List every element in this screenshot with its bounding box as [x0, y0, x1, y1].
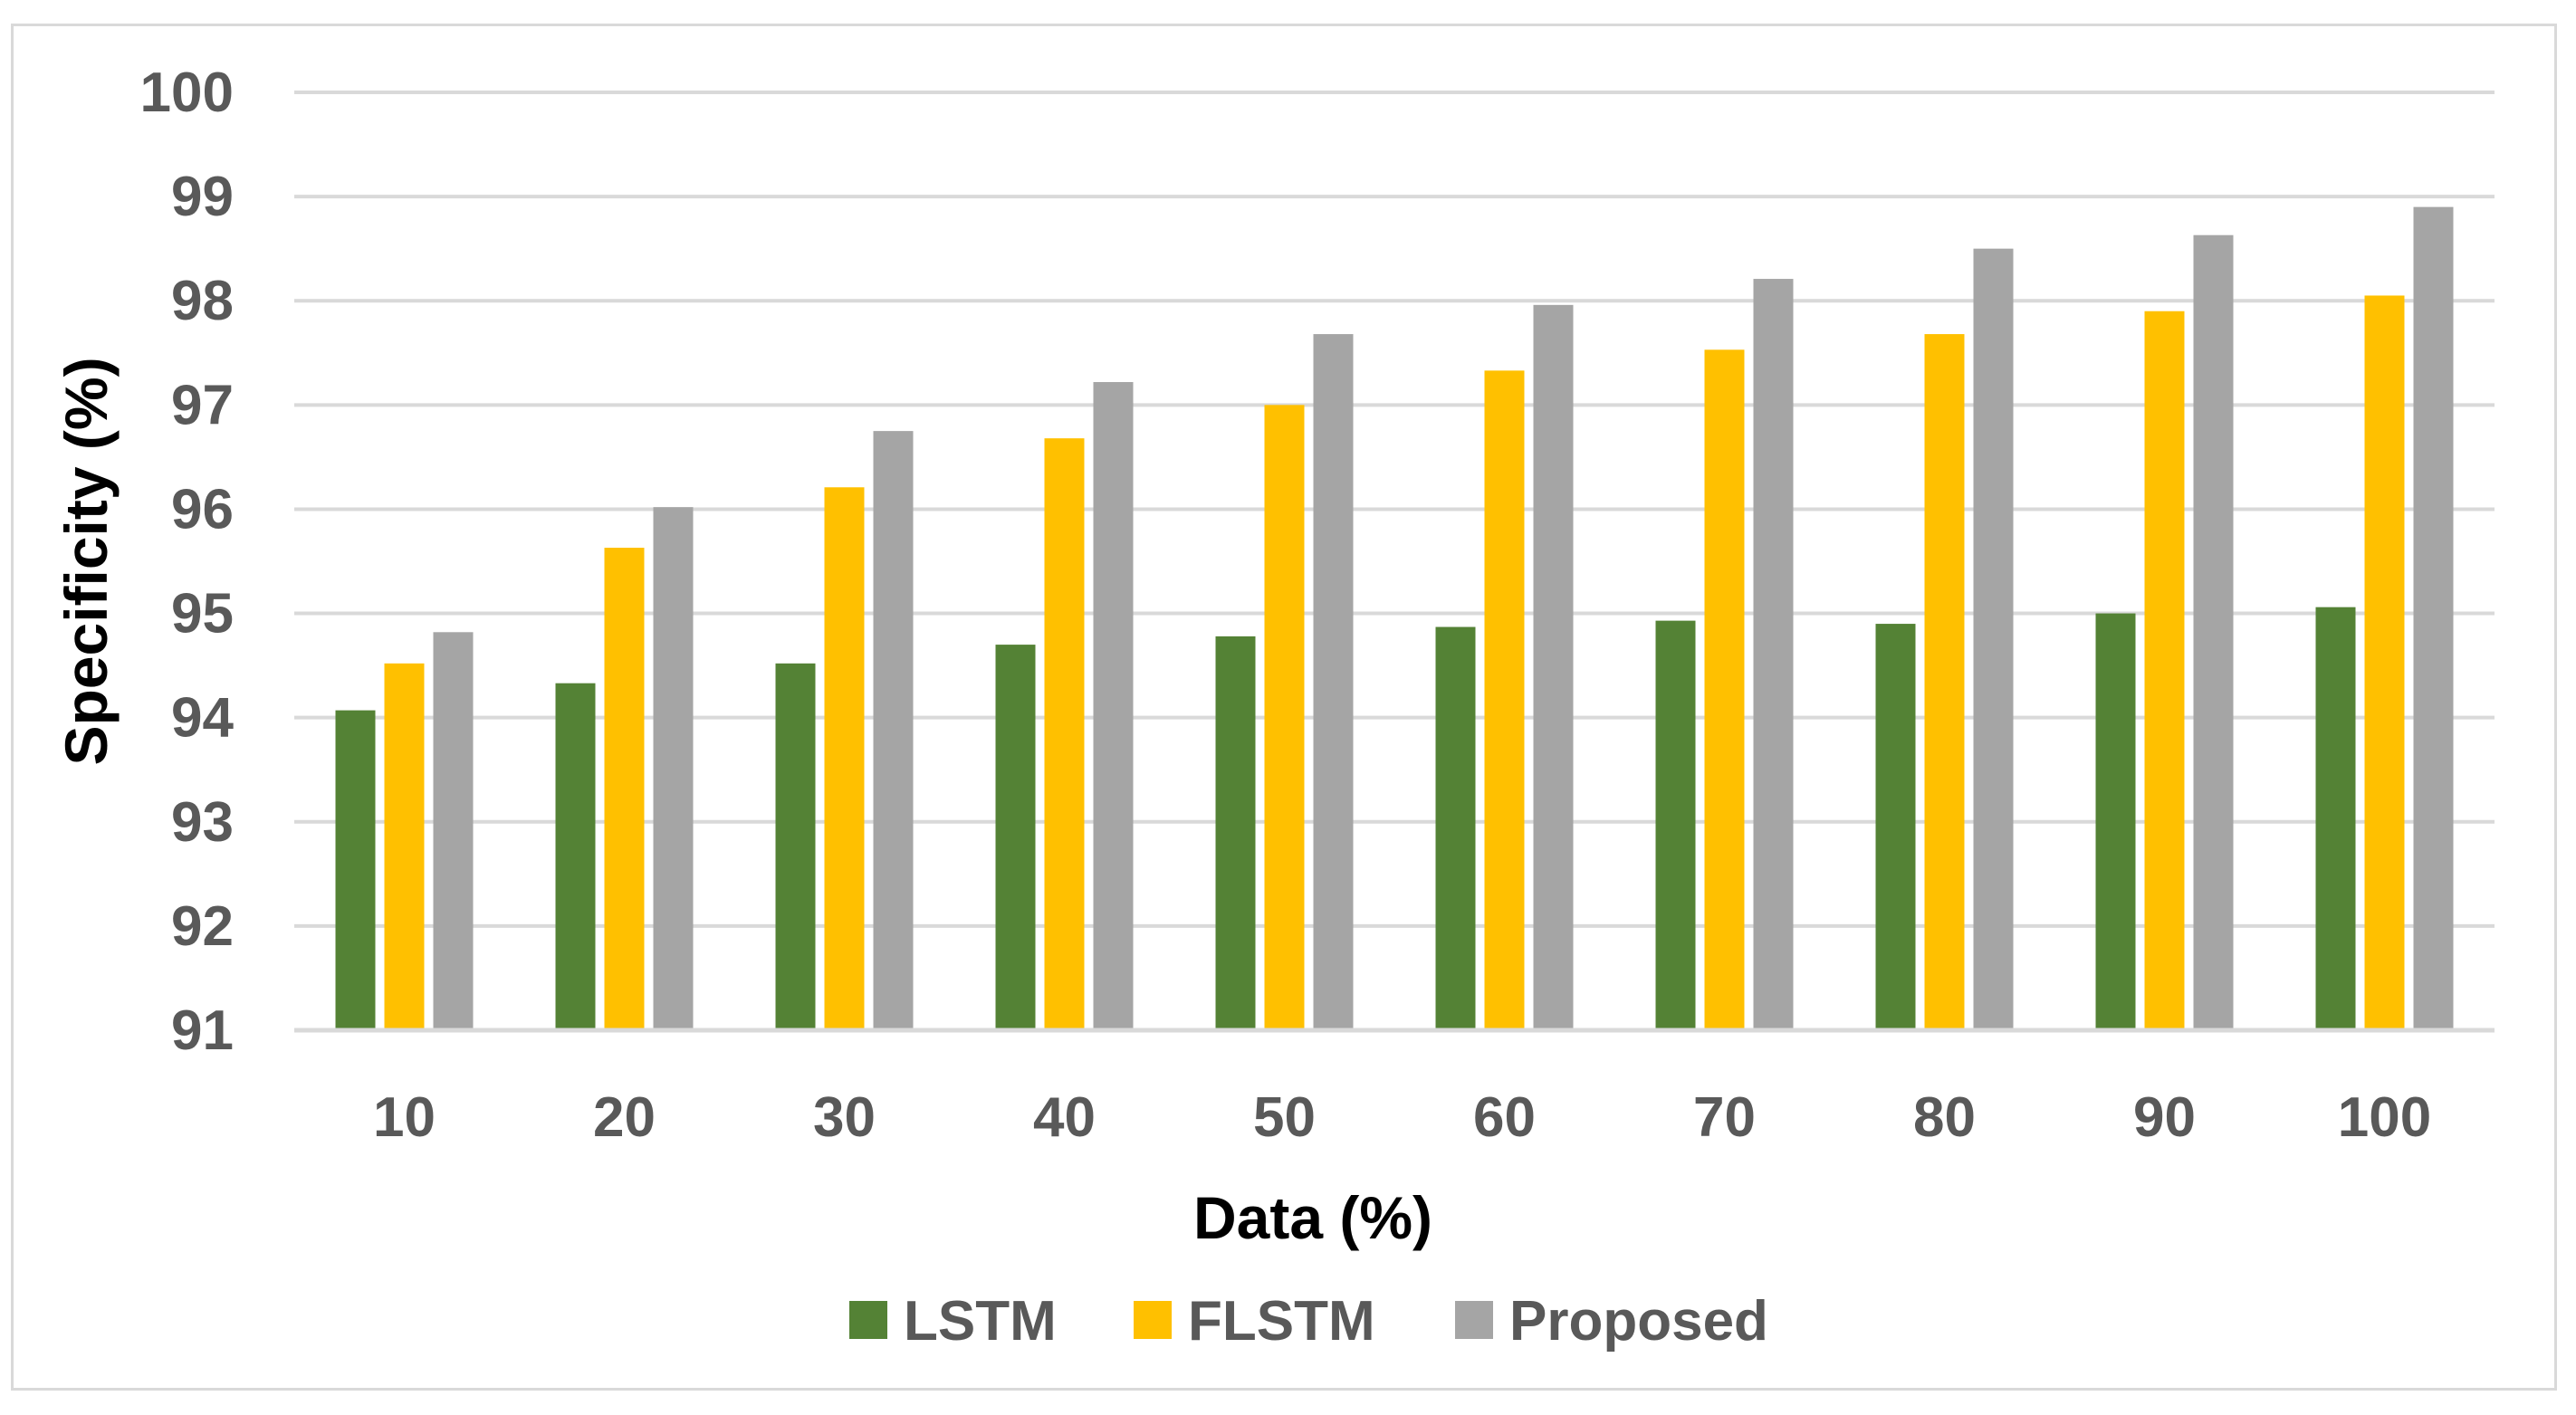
- bar-lstm-60: [1435, 626, 1476, 1030]
- y-tick-label: 97: [171, 374, 234, 436]
- x-axis-ticks: 10 20 30 40 50 60 70 80 90 100: [373, 1086, 2431, 1149]
- y-tick-label: 95: [171, 583, 234, 645]
- bar-proposed-100: [2413, 206, 2454, 1031]
- bars: [335, 206, 2454, 1031]
- bar-flstm-70: [1704, 349, 1745, 1030]
- x-tick-label: 30: [813, 1086, 876, 1149]
- bar-flstm-20: [604, 548, 645, 1030]
- bar-proposed-70: [1753, 279, 1794, 1030]
- bar-lstm-30: [775, 663, 816, 1030]
- x-tick-label: 80: [1913, 1086, 1976, 1149]
- legend-label-lstm: LSTM: [904, 1290, 1057, 1353]
- y-axis-ticks: 91 92 93 94 95 96 97 98 99 100: [140, 62, 235, 1062]
- bar-lstm-10: [335, 710, 376, 1030]
- y-tick-label: 100: [140, 62, 234, 124]
- legend-label-flstm: FLSTM: [1188, 1290, 1375, 1353]
- bar-flstm-50: [1264, 405, 1305, 1030]
- bar-lstm-70: [1655, 620, 1696, 1030]
- bar-proposed-40: [1093, 382, 1134, 1030]
- bar-flstm-10: [384, 663, 425, 1030]
- legend-label-proposed: Proposed: [1509, 1290, 1768, 1353]
- bar-proposed-60: [1533, 304, 1574, 1030]
- bar-flstm-60: [1484, 370, 1525, 1030]
- legend-swatch-lstm: [849, 1301, 887, 1339]
- bar-flstm-80: [1924, 334, 1965, 1031]
- bar-lstm-90: [2095, 613, 2136, 1030]
- bar-lstm-100: [2315, 607, 2356, 1030]
- bar-flstm-100: [2364, 295, 2405, 1030]
- y-tick-label: 92: [171, 895, 234, 958]
- legend: LSTM FLSTM Proposed: [849, 1290, 1768, 1353]
- x-tick-label: 70: [1693, 1086, 1756, 1149]
- legend-swatch-proposed: [1455, 1301, 1493, 1339]
- y-tick-label: 91: [171, 999, 234, 1062]
- x-tick-label: 90: [2133, 1086, 2196, 1149]
- y-tick-label: 99: [171, 166, 234, 228]
- y-axis-title: Specificity (%): [53, 357, 120, 765]
- y-tick-label: 94: [171, 687, 234, 750]
- bar-lstm-50: [1215, 636, 1256, 1030]
- bar-proposed-80: [1973, 248, 2014, 1031]
- bar-flstm-30: [824, 487, 865, 1030]
- x-tick-label: 50: [1253, 1086, 1316, 1149]
- bar-lstm-40: [995, 645, 1036, 1030]
- bar-lstm-20: [555, 683, 596, 1030]
- legend-swatch-flstm: [1134, 1301, 1172, 1339]
- bar-flstm-90: [2144, 311, 2185, 1030]
- y-tick-label: 98: [171, 270, 234, 332]
- bar-proposed-50: [1313, 334, 1354, 1031]
- x-tick-label: 100: [2338, 1086, 2431, 1149]
- bar-proposed-30: [873, 431, 914, 1031]
- bar-lstm-80: [1875, 624, 1916, 1030]
- y-tick-label: 93: [171, 791, 234, 854]
- x-tick-label: 40: [1033, 1086, 1096, 1149]
- bar-flstm-40: [1044, 438, 1085, 1030]
- x-tick-label: 10: [373, 1086, 436, 1149]
- x-tick-label: 20: [593, 1086, 656, 1149]
- bar-proposed-20: [653, 507, 694, 1030]
- x-tick-label: 60: [1473, 1086, 1536, 1149]
- y-tick-label: 96: [171, 478, 234, 540]
- x-axis-title: Data (%): [1193, 1184, 1432, 1251]
- bar-proposed-90: [2193, 234, 2234, 1030]
- bar-proposed-10: [433, 632, 474, 1030]
